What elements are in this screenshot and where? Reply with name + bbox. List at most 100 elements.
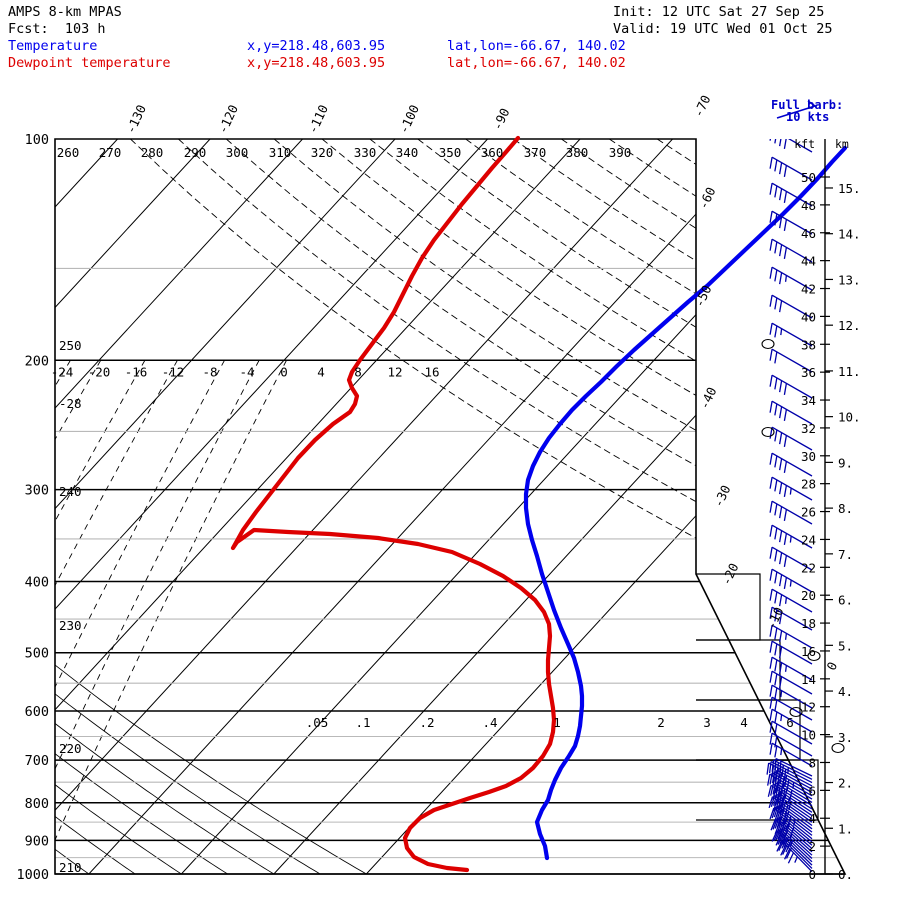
theta-top-label: 380: [566, 145, 589, 160]
kft-tick: 42: [801, 282, 816, 297]
wind-barb: [769, 568, 813, 593]
kft-tick: 28: [801, 477, 816, 492]
pressure-tick-400: 400: [25, 575, 49, 591]
kft-tick: 50: [801, 170, 816, 185]
pressure-tick-600: 600: [25, 704, 49, 720]
lower-right-frame-segment: [696, 759, 819, 821]
isotherm-right-label: -40: [696, 385, 719, 412]
mixing-ratio-label: .4: [482, 715, 497, 730]
wind-barb: [769, 452, 813, 477]
km-tick: 3.: [838, 730, 853, 745]
km-tick: 15.: [838, 181, 861, 196]
theta-left-label: 240: [59, 484, 82, 499]
init-time: Init: 12 UTC Sat 27 Sep 25: [613, 4, 825, 20]
theta-extra-label: -28: [59, 396, 82, 411]
kft-tick: 6: [808, 783, 816, 798]
wind-barb: [768, 796, 813, 827]
plot-frame: [54, 138, 847, 875]
temperature-tick-8: 8: [354, 364, 362, 379]
theta-top-label: 280: [141, 145, 164, 160]
theta-top-label: 270: [99, 145, 122, 160]
temperature-tick-16: 16: [424, 364, 439, 379]
lower-right-frame-segment: [696, 639, 781, 701]
wind-barb: [769, 238, 813, 263]
dewpoint-latlon: lat,lon=-66.67, 140.02: [447, 55, 626, 71]
wind-barb: [769, 294, 813, 319]
temperature-tick--24: -24: [51, 364, 74, 379]
theta-top-label: 360: [481, 145, 504, 160]
wind-barb: [769, 624, 813, 649]
isotherm-right-label: -30: [710, 483, 733, 510]
kft-tick: 10: [801, 728, 816, 743]
valid-time: Valid: 19 UTC Wed 01 Oct 25: [613, 21, 833, 37]
temperature-tick-0: 0: [280, 364, 288, 379]
theta-top-label: 300: [226, 145, 249, 160]
km-axis-title: km: [835, 137, 849, 151]
wind-barb: [769, 708, 813, 733]
mixing-ratio-label: 6: [786, 715, 794, 730]
mixing-ratio-label: 3: [703, 715, 711, 730]
kft-tick: 14: [801, 672, 816, 687]
dewpoint-xy: x,y=218.48,603.95: [247, 55, 386, 71]
theta-top-label: 350: [439, 145, 462, 160]
altitude-axis: 0246810121416182022242628303234363840424…: [794, 137, 860, 882]
kft-tick: 12: [801, 700, 816, 715]
mixing-ratio-label: .2: [419, 715, 434, 730]
kft-tick: 40: [801, 309, 816, 324]
wind-barb: [769, 500, 813, 525]
kft-tick: 20: [801, 588, 816, 603]
marker-circle: [831, 742, 845, 754]
forecast-hour: Fcst: 103 h: [8, 21, 106, 37]
temperature-tick--8: -8: [202, 364, 217, 379]
marker-circle: [789, 706, 803, 718]
kft-tick: 22: [801, 560, 816, 575]
theta-top-label: 290: [184, 145, 207, 160]
pressure-tick-1000: 1000: [16, 867, 49, 883]
km-tick: 1.: [838, 821, 853, 836]
kft-tick: 46: [801, 226, 816, 241]
isotherm-right-label: -50: [691, 283, 714, 310]
isotherm-right-label: 0: [824, 660, 841, 673]
wind-barb: [769, 374, 813, 399]
isotherm-right-label: -10: [763, 605, 786, 632]
pressure-tick-100: 100: [25, 132, 49, 148]
theta-top-label: 310: [269, 145, 292, 160]
km-tick: 12.: [838, 318, 861, 333]
temperature-xy: x,y=218.48,603.95: [247, 38, 386, 54]
km-tick: 14.: [838, 227, 861, 242]
pressure-tick-700: 700: [25, 753, 49, 769]
isotherm-top-label: -110: [305, 102, 331, 136]
km-tick: 4.: [838, 684, 853, 699]
kft-tick: 48: [801, 198, 816, 213]
temperature-tick-12: 12: [387, 364, 402, 379]
km-tick: 2.: [838, 776, 853, 791]
km-tick: 10.: [838, 410, 861, 425]
theta-top-label: 370: [524, 145, 547, 160]
pressure-tick-200: 200: [25, 353, 49, 369]
isotherm-top-label: -130: [123, 102, 149, 136]
sounding-curves: [230, 135, 848, 873]
wind-barb: [769, 210, 813, 235]
isotherm-right-label: -20: [718, 561, 741, 588]
pressure-tick-500: 500: [25, 646, 49, 662]
theta-top-label: 330: [354, 145, 377, 160]
temperature-tick--12: -12: [162, 364, 185, 379]
wind-barb: [769, 400, 813, 425]
kft-tick: 18: [801, 616, 816, 631]
grid-lines: [55, 139, 696, 874]
wind-barb: [769, 656, 813, 681]
marker-circle: [807, 650, 821, 662]
kft-tick: 32: [801, 421, 816, 436]
mixing-ratio-label: 2: [657, 715, 665, 730]
kft-tick: 0: [808, 867, 816, 882]
dewpoint-curve: [230, 135, 557, 873]
kft-tick: 24: [801, 532, 816, 547]
theta-top-label: 320: [311, 145, 334, 160]
temperature-tick--4: -4: [239, 364, 254, 379]
theta-left-label: 220: [59, 741, 82, 756]
temperature-tick--20: -20: [88, 364, 111, 379]
kft-tick: 26: [801, 505, 816, 520]
